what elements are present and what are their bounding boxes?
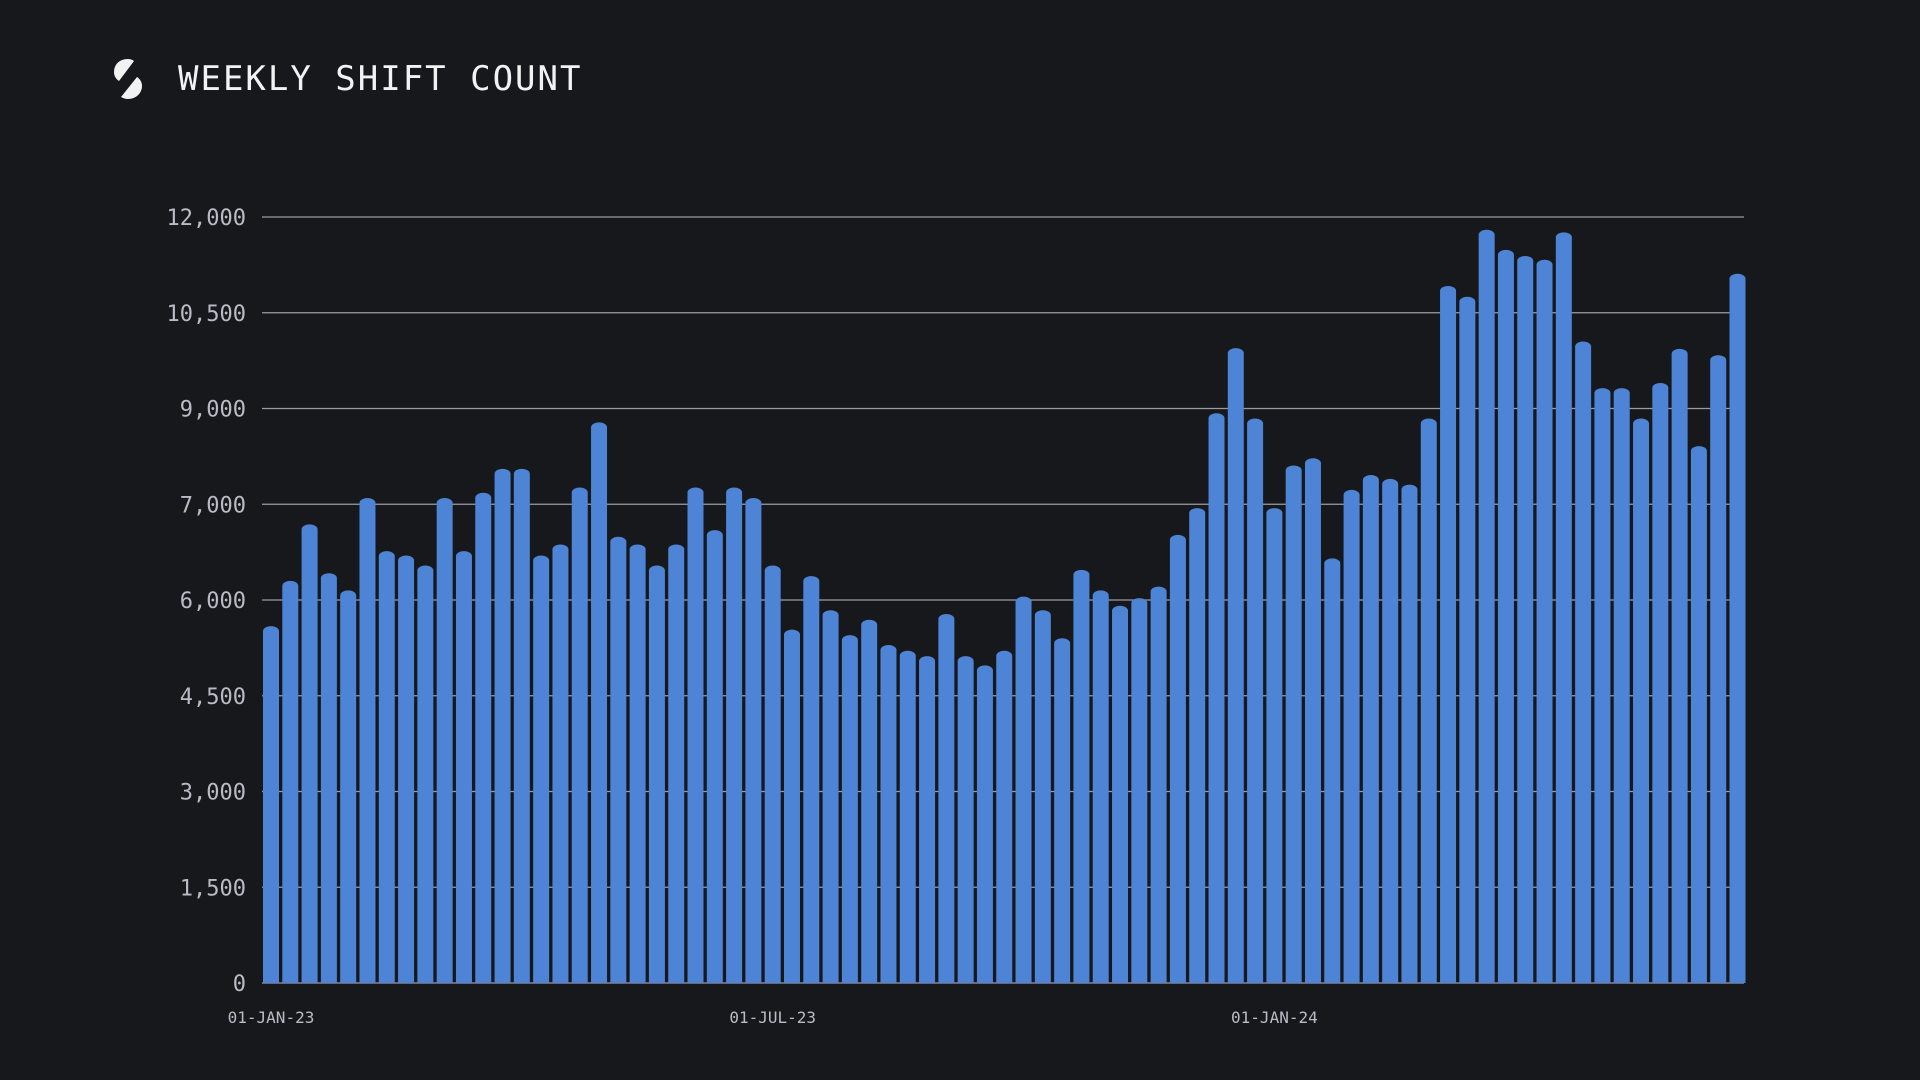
chart-header: WEEKLY SHIFT COUNT: [112, 58, 582, 100]
bar: [938, 614, 955, 983]
bar: [552, 544, 569, 983]
bar: [1729, 273, 1746, 984]
bar: [1671, 348, 1688, 983]
bar: [475, 492, 492, 983]
bar: [436, 498, 453, 983]
bar: [340, 590, 357, 983]
bar: [1710, 355, 1727, 983]
bar: [1459, 296, 1476, 984]
bar: [1382, 478, 1399, 983]
bar: [1324, 558, 1341, 983]
y-tick-label: 4,500: [180, 685, 246, 710]
bar: [398, 555, 415, 983]
bar: [1092, 590, 1109, 983]
bar: [668, 544, 685, 983]
bar: [1440, 285, 1457, 983]
bar: [803, 576, 820, 983]
bar: [1633, 418, 1650, 984]
bar: [706, 530, 723, 983]
y-tick-label: 3,000: [180, 781, 246, 806]
bar: [919, 656, 936, 983]
bar: [1575, 341, 1592, 983]
bar: [1189, 508, 1206, 983]
bar: [1131, 598, 1148, 983]
bar: [320, 573, 337, 983]
bar: [417, 565, 434, 983]
bar: [591, 422, 608, 983]
bar: [996, 650, 1013, 983]
x-tick-label: 01-JUL-23: [729, 1008, 816, 1027]
chart-title: WEEKLY SHIFT COUNT: [178, 59, 583, 99]
bar: [494, 468, 511, 983]
bar: [1613, 388, 1630, 983]
y-tick-label: 12,000: [167, 206, 246, 231]
bar: [1594, 388, 1611, 983]
bar: [1227, 348, 1244, 983]
y-tick-label: 10,500: [167, 302, 246, 327]
bar: [378, 551, 395, 983]
bar: [648, 565, 665, 983]
bar: [822, 610, 839, 983]
bar: [1517, 255, 1534, 983]
bar: [1169, 534, 1186, 983]
bars: [263, 229, 1746, 984]
bar: [745, 498, 762, 983]
bar: [687, 487, 704, 983]
bar: [1112, 605, 1129, 983]
bar: [1536, 259, 1553, 984]
bar: [880, 645, 897, 983]
bar: [976, 665, 993, 983]
bar: [957, 656, 974, 983]
bar: [455, 551, 472, 983]
y-tick-label: 6,000: [180, 589, 246, 614]
slash-circle-logo-icon: [114, 59, 142, 99]
bar: [764, 565, 781, 983]
bar: [1497, 249, 1514, 984]
bar: [359, 498, 376, 983]
bar: [1266, 508, 1283, 983]
bar: [301, 524, 318, 983]
bar: [263, 626, 279, 983]
bar: [1150, 586, 1167, 983]
bar: [282, 580, 299, 983]
bar: [533, 555, 550, 983]
bar: [1401, 484, 1418, 983]
bar: [1054, 638, 1071, 983]
bar: [571, 487, 588, 983]
bar: [629, 544, 646, 983]
bar: [899, 650, 916, 983]
bar: [1362, 475, 1379, 983]
x-axis-ticks: 01-JAN-23 01-JUL-23 01-JAN-24: [228, 1008, 1318, 1027]
bar: [513, 468, 530, 983]
bar: [1247, 418, 1264, 984]
bar: [1652, 382, 1669, 983]
bar: [1034, 610, 1051, 983]
bar: [1304, 458, 1321, 983]
x-tick-label: 01-JAN-24: [1231, 1008, 1318, 1027]
bar: [1285, 465, 1302, 983]
y-tick-label: 1,500: [180, 876, 246, 901]
bar: [861, 619, 878, 983]
bar: [1015, 596, 1032, 983]
bar: [1208, 413, 1225, 984]
bar: [1343, 489, 1360, 983]
bar: [1690, 446, 1707, 983]
bar: [1478, 229, 1495, 984]
y-tick-label: 0: [233, 972, 246, 997]
bar: [1420, 418, 1437, 984]
bar: [1555, 232, 1572, 983]
y-tick-label: 7,000: [180, 493, 246, 518]
y-axis-ticks: 0 1,500 3,000 4,500 6,000 7,000 9,000 10,500 12,…: [167, 206, 246, 997]
bar: [841, 635, 858, 983]
bar: [1073, 569, 1090, 983]
bar: [726, 487, 743, 983]
bar: [783, 629, 800, 983]
bar: [610, 536, 627, 983]
x-tick-label: 01-JAN-23: [228, 1008, 315, 1027]
y-tick-label: 9,000: [180, 398, 246, 423]
